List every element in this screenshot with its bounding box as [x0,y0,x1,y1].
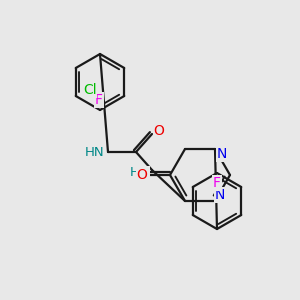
Text: N: N [215,188,225,202]
Text: Cl: Cl [83,83,97,97]
Text: F: F [213,176,221,190]
Text: O: O [136,168,147,182]
Text: F: F [95,93,103,107]
Text: O: O [154,124,164,138]
Text: HN: HN [85,146,105,158]
Text: N: N [217,147,227,161]
Text: HN: HN [130,167,150,179]
